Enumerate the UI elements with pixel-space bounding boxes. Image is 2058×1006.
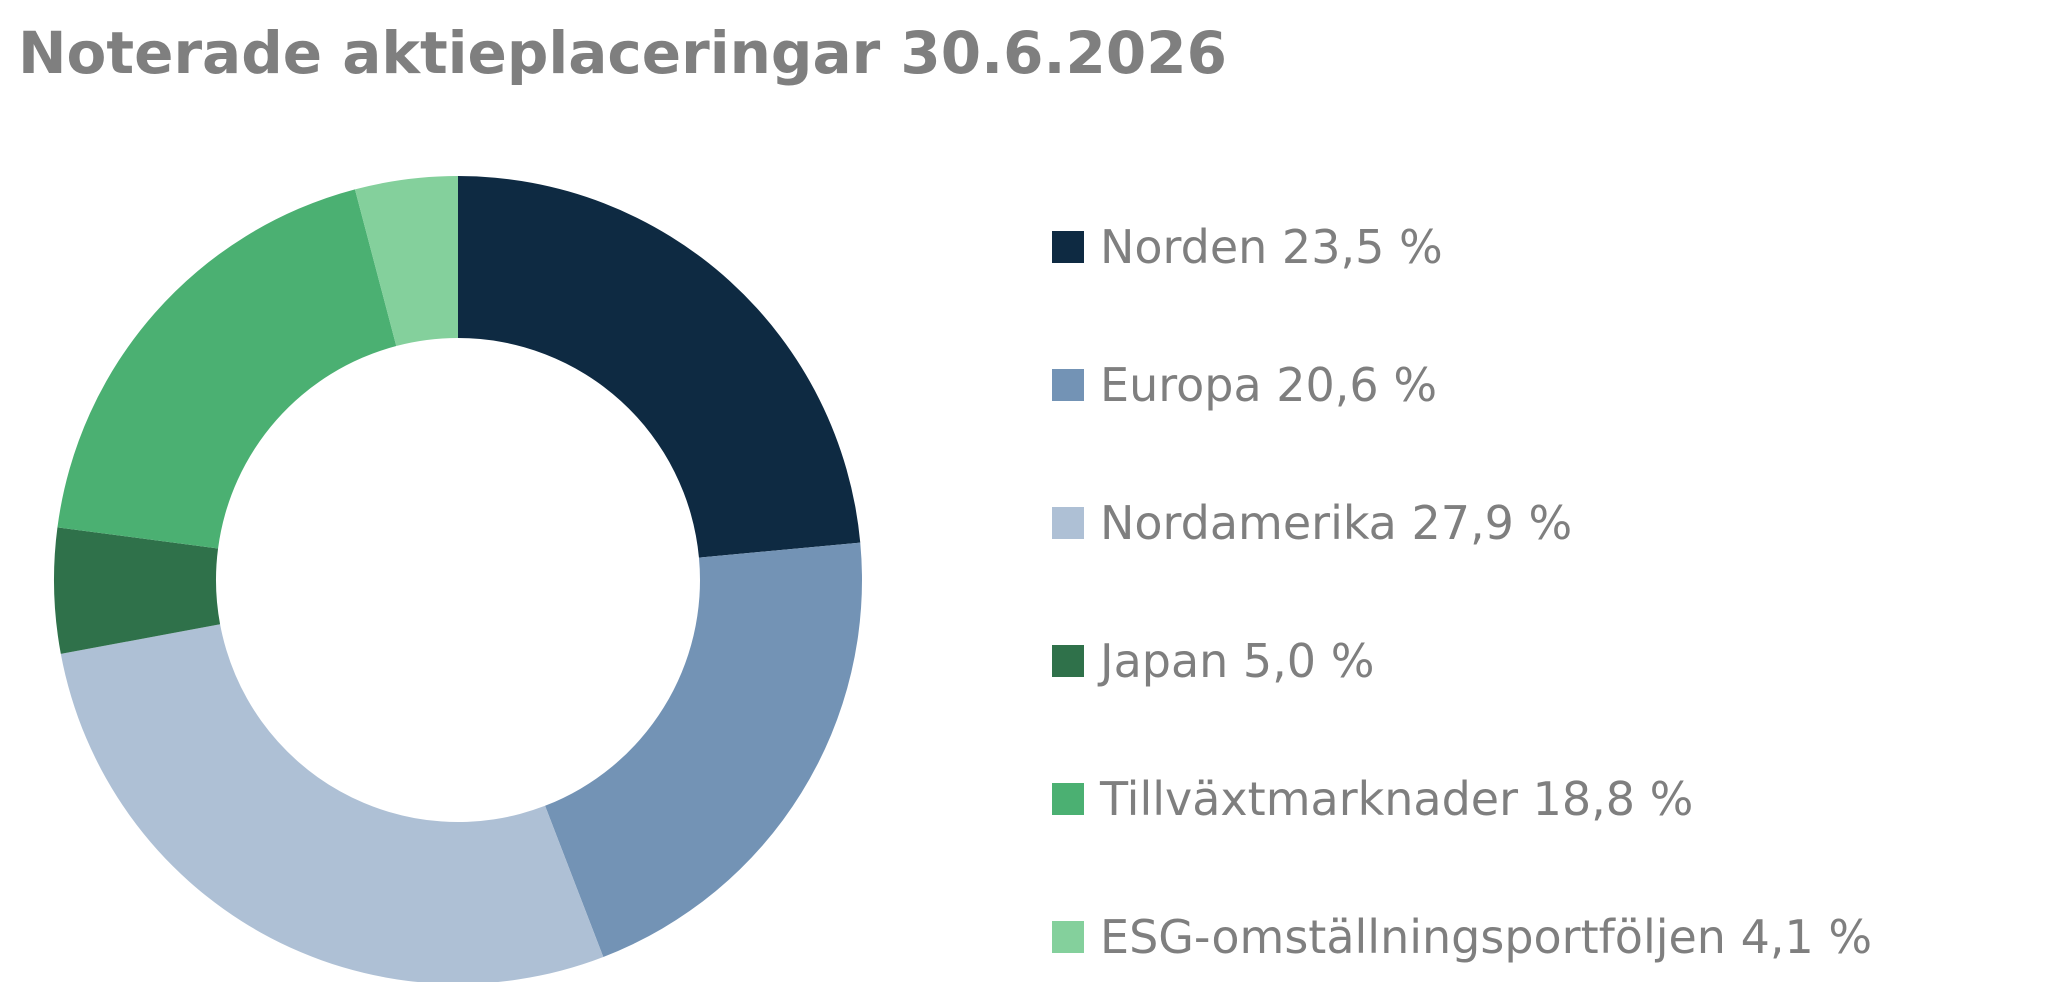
legend-label: Norden 23,5 % <box>1100 220 1443 274</box>
chart-title: Noterade aktieplaceringar 30.6.2026 <box>18 19 1227 87</box>
legend-swatch <box>1052 783 1084 815</box>
legend-label: ESG-omställningsportföljen 4,1 % <box>1100 910 1873 964</box>
legend-label: Japan 5,0 % <box>1100 634 1375 688</box>
legend-item: Japan 5,0 % <box>1052 592 2012 730</box>
legend-swatch <box>1052 507 1084 539</box>
legend-swatch <box>1052 921 1084 953</box>
legend-swatch <box>1052 369 1084 401</box>
donut-chart <box>54 176 862 982</box>
legend-label: Nordamerika 27,9 % <box>1100 496 1573 550</box>
donut-slices <box>54 176 862 982</box>
legend-swatch <box>1052 645 1084 677</box>
slice-tillv-xtmarknader <box>57 189 397 549</box>
legend-label: Europa 20,6 % <box>1100 358 1438 412</box>
slice-japan <box>54 527 221 654</box>
slice-nordamerika <box>60 624 604 982</box>
legend-swatch <box>1052 231 1084 263</box>
legend-item: Tillväxtmarknader 18,8 % <box>1052 730 2012 868</box>
chart-legend: Norden 23,5 % Europa 20,6 % Nordamerika 27… <box>1052 178 2012 1006</box>
legend-item: Europa 20,6 % <box>1052 316 2012 454</box>
legend-item: ESG-omställningsportföljen 4,1 % <box>1052 868 2012 1006</box>
slice-norden <box>458 176 861 558</box>
legend-label: Tillväxtmarknader 18,8 % <box>1100 772 1694 826</box>
legend-item: Norden 23,5 % <box>1052 178 2012 316</box>
slice-esg-omst-llningsportf-ljen <box>354 176 458 347</box>
legend-item: Nordamerika 27,9 % <box>1052 454 2012 592</box>
slice-europa <box>545 542 862 957</box>
